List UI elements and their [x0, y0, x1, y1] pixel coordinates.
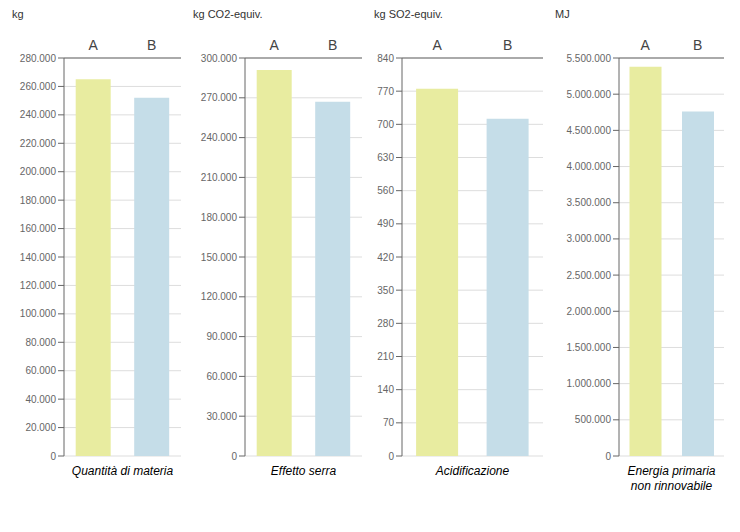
svg-text:A: A	[270, 37, 280, 53]
svg-text:270.000: 270.000	[201, 92, 238, 103]
svg-text:3.000.000: 3.000.000	[567, 233, 612, 244]
svg-text:5.500.000: 5.500.000	[567, 53, 612, 64]
html-text:Acidificazione: Acidificazione	[435, 464, 510, 478]
svg-text:560: 560	[377, 185, 394, 196]
svg-text:220.000: 220.000	[20, 138, 57, 149]
svg-text:180.000: 180.000	[201, 212, 238, 223]
svg-text:40.000: 40.000	[25, 394, 56, 405]
svg-text:0: 0	[388, 451, 394, 462]
svg-text:150.000: 150.000	[201, 252, 238, 263]
svg-text:2.000.000: 2.000.000	[567, 306, 612, 317]
html-text:kg: kg	[12, 8, 24, 20]
svg-text:0: 0	[605, 451, 611, 462]
svg-text:120.000: 120.000	[20, 280, 57, 291]
html-text:kg CO2-equiv.: kg CO2-equiv.	[193, 8, 263, 20]
svg-text:5.000.000: 5.000.000	[567, 89, 612, 100]
svg-text:4.500.000: 4.500.000	[567, 125, 612, 136]
svg-text:B: B	[147, 37, 156, 53]
svg-text:210.000: 210.000	[201, 172, 238, 183]
svg-text:2.500.000: 2.500.000	[567, 270, 612, 281]
svg-text:840: 840	[377, 53, 394, 64]
svg-text:B: B	[328, 37, 337, 53]
svg-text:200.000: 200.000	[20, 166, 57, 177]
svg-text:1.000.000: 1.000.000	[567, 378, 612, 389]
svg-text:80.000: 80.000	[25, 337, 56, 348]
svg-text:70: 70	[383, 417, 395, 428]
html-text:Energia primaria: Energia primaria	[627, 464, 716, 478]
svg-text:B: B	[503, 37, 512, 53]
svg-text:770: 770	[377, 86, 394, 97]
svg-text:240.000: 240.000	[20, 109, 57, 120]
html-text:non rinnovabile: non rinnovabile	[630, 479, 713, 493]
svg-text:180.000: 180.000	[20, 195, 57, 206]
svg-text:90.000: 90.000	[206, 331, 237, 342]
svg-text:160.000: 160.000	[20, 223, 57, 234]
html-text:Quantità di materia: Quantità di materia	[71, 464, 174, 478]
svg-text:140.000: 140.000	[20, 252, 57, 263]
svg-text:A: A	[89, 37, 99, 53]
svg-text:420: 420	[377, 252, 394, 263]
svg-text:260.000: 260.000	[20, 81, 57, 92]
html-text:Effetto serra: Effetto serra	[270, 464, 337, 478]
svg-text:210: 210	[377, 351, 394, 362]
svg-text:B: B	[693, 37, 702, 53]
svg-text:280: 280	[377, 318, 394, 329]
svg-text:350: 350	[377, 285, 394, 296]
svg-text:0: 0	[231, 451, 237, 462]
svg-text:20.000: 20.000	[25, 422, 56, 433]
svg-text:A: A	[433, 37, 443, 53]
svg-text:300.000: 300.000	[201, 53, 238, 64]
svg-text:630: 630	[377, 152, 394, 163]
svg-text:60.000: 60.000	[25, 365, 56, 376]
svg-text:A: A	[641, 37, 651, 53]
svg-text:100.000: 100.000	[20, 308, 57, 319]
svg-text:120.000: 120.000	[201, 291, 238, 302]
html-text:MJ: MJ	[555, 8, 570, 20]
svg-text:490: 490	[377, 218, 394, 229]
svg-text:240.000: 240.000	[201, 132, 238, 143]
svg-text:3.500.000: 3.500.000	[567, 197, 612, 208]
svg-text:500.000: 500.000	[575, 414, 612, 425]
svg-text:30.000: 30.000	[206, 411, 237, 422]
svg-text:1.500.000: 1.500.000	[567, 342, 612, 353]
svg-text:4.000.000: 4.000.000	[567, 161, 612, 172]
html-text:kg SO2-equiv.: kg SO2-equiv.	[374, 8, 443, 20]
svg-text:280.000: 280.000	[20, 53, 57, 64]
svg-text:700: 700	[377, 119, 394, 130]
svg-text:60.000: 60.000	[206, 371, 237, 382]
svg-text:0: 0	[50, 451, 56, 462]
svg-text:140: 140	[377, 384, 394, 395]
